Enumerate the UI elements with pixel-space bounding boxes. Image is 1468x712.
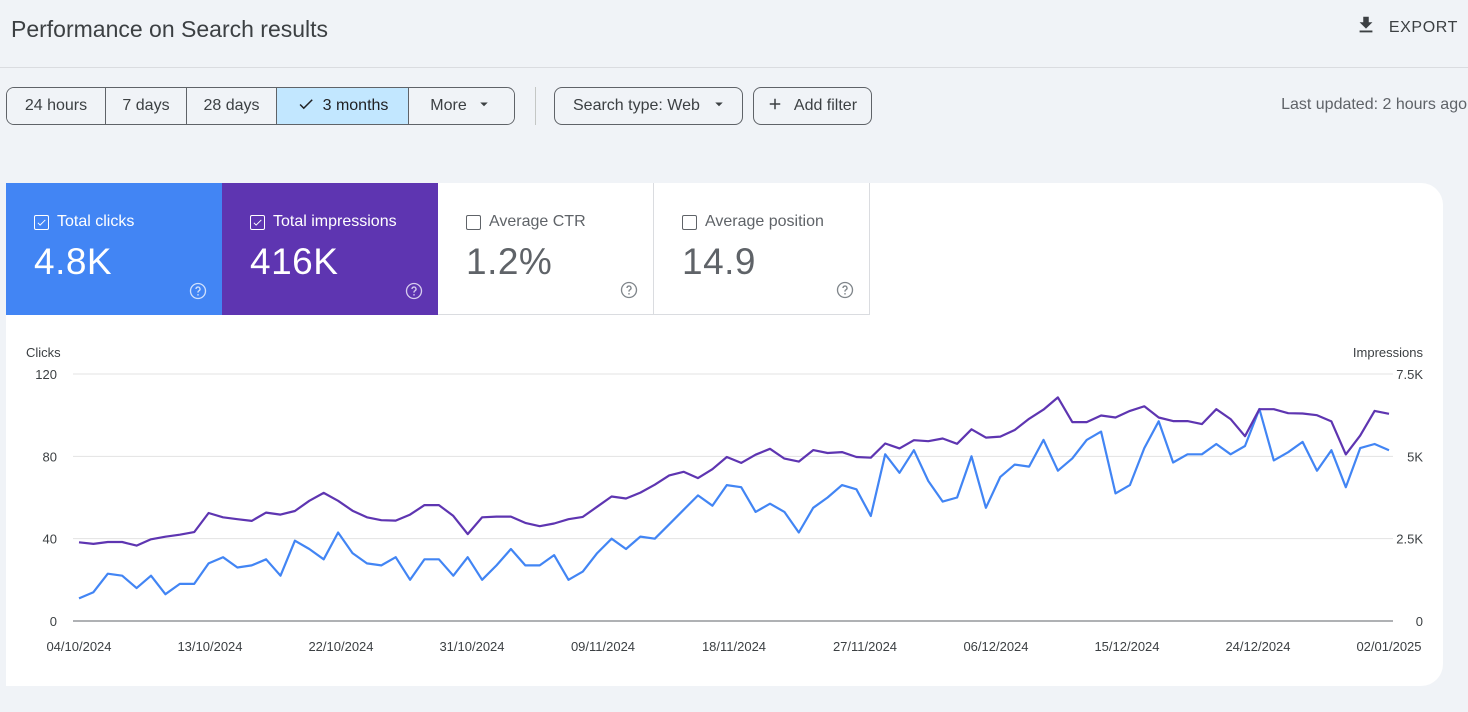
metric-header: Average position <box>682 213 824 231</box>
add-filter-label: Add filter <box>793 97 858 114</box>
metric-value: 416K <box>250 241 339 282</box>
x-tick: 13/10/2024 <box>177 639 242 654</box>
range-3-months[interactable]: 3 months <box>277 88 409 124</box>
range-more-dropdown[interactable]: More <box>409 88 514 124</box>
x-tick: 06/12/2024 <box>963 639 1028 654</box>
y-tick-right: 5K <box>1407 449 1423 464</box>
metric-label: Average position <box>705 213 824 230</box>
help-icon[interactable] <box>619 280 639 300</box>
performance-card: Total clicks 4.8K Total impressions 416K… <box>6 183 1443 686</box>
range-label: 24 hours <box>24 97 88 114</box>
metric-total-clicks[interactable]: Total clicks 4.8K <box>6 183 222 315</box>
checkbox-unchecked-icon[interactable] <box>682 214 697 230</box>
export-label: EXPORT <box>1388 18 1458 36</box>
x-tick: 31/10/2024 <box>439 639 504 654</box>
check-icon <box>297 95 315 118</box>
checkbox-checked-icon[interactable] <box>34 214 49 230</box>
y-tick-right: 2.5K <box>1396 532 1423 547</box>
help-icon[interactable] <box>188 281 208 301</box>
x-tick: 02/01/2025 <box>1356 639 1421 654</box>
dropdown-arrow-icon <box>710 95 728 118</box>
y-tick-right: 0 <box>1416 614 1423 629</box>
search-type-label: Search type: Web <box>573 97 700 114</box>
metric-header: Total clicks <box>34 213 134 231</box>
header-divider <box>0 67 1468 68</box>
export-button[interactable]: EXPORT <box>1355 14 1458 41</box>
date-range-selector: 24 hours 7 days 28 days 3 months More <box>6 87 515 125</box>
x-tick: 22/10/2024 <box>308 639 373 654</box>
y-tick-right: 7.5K <box>1396 367 1423 382</box>
toolbar-separator <box>535 87 536 125</box>
range-label: 3 months <box>322 97 389 114</box>
x-tick: 09/11/2024 <box>571 639 635 654</box>
y-tick-left: 0 <box>50 614 57 629</box>
range-24-hours[interactable]: 24 hours <box>7 88 106 124</box>
range-7-days[interactable]: 7 days <box>106 88 187 124</box>
x-tick: 18/11/2024 <box>702 639 766 654</box>
y-tick-left: 40 <box>43 532 57 547</box>
add-filter-button[interactable]: Add filter <box>752 87 873 125</box>
series-line-impressions <box>78 396 1390 547</box>
help-icon[interactable] <box>835 280 855 300</box>
y-tick-left: 120 <box>35 367 57 382</box>
y-axis-right-label: Impressions <box>1353 345 1424 360</box>
range-label: 28 days <box>203 97 260 114</box>
y-axis-left-label: Clicks <box>26 345 61 360</box>
checkbox-unchecked-icon[interactable] <box>466 214 481 230</box>
x-tick: 24/12/2024 <box>1225 639 1290 654</box>
metric-value: 14.9 <box>682 241 757 282</box>
search-type-dropdown[interactable]: Search type: Web <box>554 87 743 125</box>
metric-header: Total impressions <box>250 213 397 231</box>
metric-label: Total impressions <box>273 213 397 230</box>
x-tick: 27/11/2024 <box>833 639 897 654</box>
metric-average-position[interactable]: Average position 14.9 <box>654 183 870 315</box>
metric-value: 1.2% <box>466 241 553 282</box>
metric-label: Average CTR <box>489 213 586 230</box>
metric-label: Total clicks <box>57 213 135 230</box>
checkbox-checked-icon[interactable] <box>250 214 265 230</box>
last-updated: Last updated: 2 hours ago <box>1281 96 1467 113</box>
metric-value: 4.8K <box>34 241 113 282</box>
x-tick: 15/12/2024 <box>1094 639 1159 654</box>
plus-icon <box>766 95 784 118</box>
more-label: More <box>430 97 467 114</box>
metric-header: Average CTR <box>466 213 586 231</box>
line-chart-svg: Clicks Impressions 120 7.5K 80 5K 40 2.5K 0 0 04… <box>26 345 1424 654</box>
y-tick-left: 80 <box>43 449 57 464</box>
metric-total-impressions[interactable]: Total impressions 416K <box>222 183 438 315</box>
download-icon <box>1355 14 1377 41</box>
series-line-clicks <box>78 407 1390 600</box>
x-tick: 04/10/2024 <box>46 639 111 654</box>
range-28-days[interactable]: 28 days <box>187 88 277 124</box>
performance-chart: Clicks Impressions 120 7.5K 80 5K 40 2.5K 0 0 04… <box>6 315 1443 686</box>
help-icon[interactable] <box>404 281 424 301</box>
page-title: Performance on Search results <box>11 16 329 42</box>
metric-tabs: Total clicks 4.8K Total impressions 416K… <box>6 183 1443 315</box>
metric-average-ctr[interactable]: Average CTR 1.2% <box>438 183 654 315</box>
range-label: 7 days <box>122 97 170 114</box>
dropdown-arrow-icon <box>475 95 493 118</box>
toolbar: 24 hours 7 days 28 days 3 months More Se… <box>6 87 882 125</box>
